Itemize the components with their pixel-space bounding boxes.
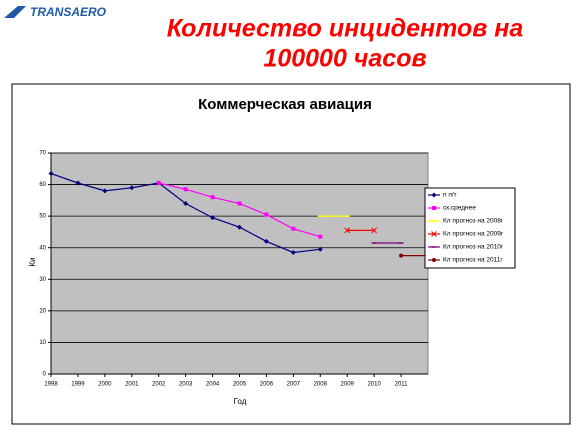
- legend-label: п п/т: [443, 192, 457, 199]
- y-tick-label: 70: [39, 151, 46, 157]
- data-point: [210, 195, 215, 200]
- legend-label: ск.среднее: [443, 205, 476, 212]
- legend-marker: [432, 258, 436, 262]
- slide-title: 100000 часов: [263, 45, 426, 73]
- x-tick-label: 2001: [125, 382, 139, 388]
- data-point: [183, 201, 189, 207]
- data-point: [291, 226, 296, 231]
- legend-marker: [431, 231, 437, 237]
- plot-area: [50, 152, 429, 375]
- data-point: [102, 188, 108, 194]
- legend-box: [424, 187, 516, 269]
- x-tick-label: 2003: [179, 382, 193, 388]
- data-point: [48, 171, 54, 177]
- data-point: [317, 246, 323, 252]
- legend-marker: [431, 192, 437, 198]
- x-tick-label: 2002: [152, 382, 166, 388]
- x-tick-label: 2011: [395, 382, 409, 388]
- data-point: [237, 201, 242, 206]
- y-axis-label: Ки: [28, 257, 37, 266]
- data-point: [263, 238, 269, 244]
- x-tick-label: 2007: [287, 382, 301, 388]
- legend-label: Кл прогноз на 2009г: [443, 231, 504, 238]
- logo-mark: [4, 6, 26, 18]
- legend-label: Кл прогноз на 2008г: [443, 218, 504, 225]
- logo: TRANSAERO: [30, 5, 107, 19]
- chart-title: Коммерческая авиация: [198, 96, 372, 113]
- legend-label: Кл прогноз на 2011г: [443, 257, 503, 264]
- x-tick-label: 2010: [367, 382, 381, 388]
- x-tick-label: 2004: [206, 382, 220, 388]
- data-point: [264, 212, 269, 217]
- x-tick-label: 2009: [341, 382, 355, 388]
- data-point: [210, 215, 216, 221]
- slide-title: Количество инцидентов на: [167, 15, 524, 43]
- y-tick-label: 30: [39, 277, 46, 283]
- y-tick-label: 50: [39, 214, 46, 220]
- data-point: [129, 185, 135, 191]
- x-tick-label: 2008: [314, 382, 328, 388]
- data-point: [183, 187, 188, 192]
- legend-marker: [432, 206, 436, 210]
- y-tick-label: 60: [39, 182, 46, 188]
- y-tick-label: 0: [43, 372, 47, 378]
- x-axis-label: Год: [234, 397, 247, 406]
- data-point: [318, 234, 323, 239]
- x-tick-label: 2005: [233, 382, 247, 388]
- data-point: [75, 180, 81, 186]
- data-point: [371, 227, 377, 234]
- x-tick-label: 1998: [44, 382, 58, 388]
- x-tick-label: 2000: [98, 382, 112, 388]
- data-point: [237, 224, 242, 230]
- data-point: [399, 253, 404, 258]
- y-tick-label: 10: [39, 340, 46, 346]
- data-point: [156, 180, 161, 185]
- data-point: [290, 249, 296, 255]
- y-tick-label: 40: [39, 245, 46, 251]
- x-tick-label: 1999: [71, 382, 85, 388]
- y-tick-label: 20: [39, 308, 46, 314]
- legend-label: Кл прогноз на 2010г: [443, 244, 504, 251]
- data-point: [344, 227, 351, 234]
- x-tick-label: 2006: [260, 382, 274, 388]
